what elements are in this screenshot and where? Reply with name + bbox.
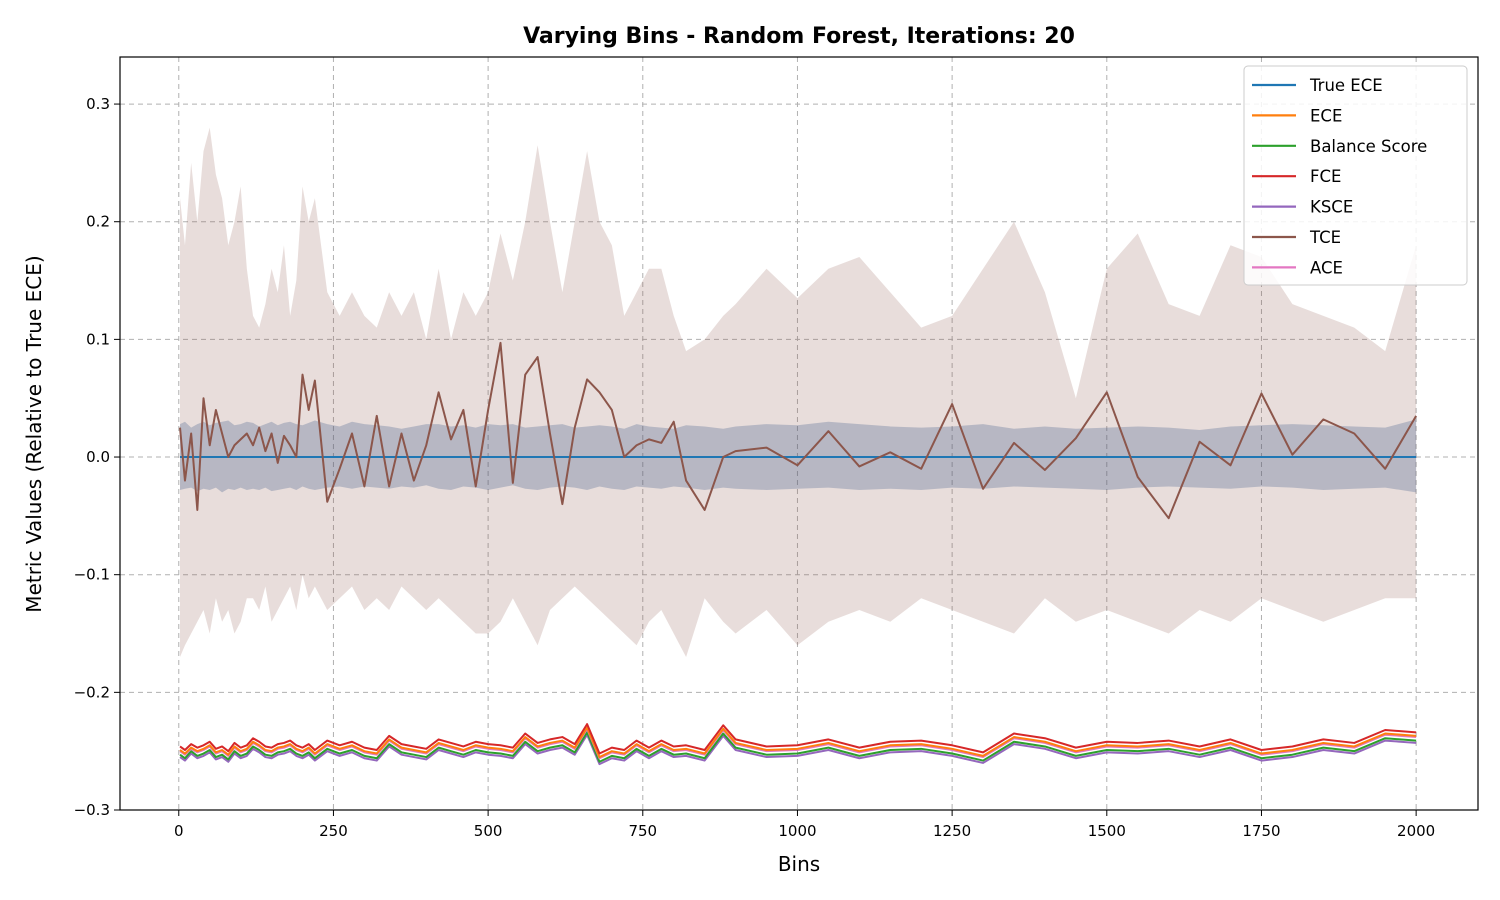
y-tick-label: −0.2 xyxy=(74,683,110,701)
chart-title: Varying Bins - Random Forest, Iterations… xyxy=(523,24,1075,49)
series-line-fce xyxy=(179,723,1417,755)
series-line-tce xyxy=(179,341,1417,520)
x-tick-label: 1250 xyxy=(933,822,971,840)
series-line-balance-score xyxy=(179,731,1417,763)
legend-label: KSCE xyxy=(1310,198,1353,217)
legend-label: TCE xyxy=(1309,228,1341,247)
series-line-ece xyxy=(179,726,1417,759)
x-tick-label: 750 xyxy=(628,822,657,840)
x-tick-label: 250 xyxy=(319,822,348,840)
legend-label: True ECE xyxy=(1309,76,1383,95)
legend-label: ECE xyxy=(1310,106,1342,125)
x-tick-label: 1500 xyxy=(1088,822,1126,840)
confidence-bands xyxy=(180,127,1417,658)
y-tick-label: 0.3 xyxy=(86,95,110,113)
y-tick-label: −0.1 xyxy=(74,566,110,584)
legend-box xyxy=(1243,65,1468,286)
band-true-ece xyxy=(180,419,1417,493)
x-tick-label: 500 xyxy=(474,822,503,840)
plot-frame xyxy=(119,56,1479,811)
x-tick-label: 1000 xyxy=(778,822,816,840)
y-tick-label: 0.2 xyxy=(86,213,110,231)
y-axis-label: Metric Values (Relative to True ECE) xyxy=(22,255,46,612)
x-axis-label: Bins xyxy=(778,852,820,876)
series-lines xyxy=(179,341,1417,766)
band-tce xyxy=(180,127,1417,658)
legend-label: ACE xyxy=(1310,258,1343,277)
x-tick-label: 2000 xyxy=(1397,822,1435,840)
x-tick-label: 1750 xyxy=(1242,822,1280,840)
y-tick-label: 0.1 xyxy=(86,330,110,348)
legend-label: FCE xyxy=(1310,167,1341,186)
y-tick-label: −0.3 xyxy=(74,801,110,819)
series-line-ksce xyxy=(179,733,1417,766)
legend: True ECE ECE Balance Score FCE KSCE TCE ACE xyxy=(1243,65,1468,286)
y-axis-ticks: −0.3 −0.2 −0.1 0.0 0.1 0.2 0.3 xyxy=(74,95,120,819)
legend-label: Balance Score xyxy=(1310,137,1427,156)
x-axis-ticks: 0 250 500 750 1000 1250 1500 1750 2000 xyxy=(174,810,1435,840)
y-tick-label: 0.0 xyxy=(86,448,110,466)
x-tick-label: 0 xyxy=(174,822,184,840)
